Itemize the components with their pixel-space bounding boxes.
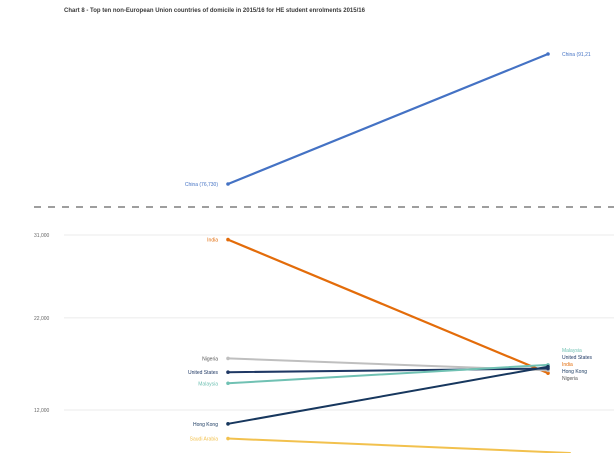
series-point-start <box>226 182 230 186</box>
y-tick-label: 22,000 <box>34 316 50 322</box>
right-label: Hong Kong <box>562 369 587 375</box>
right-label: China (91,21 <box>562 52 591 58</box>
series-point-end <box>546 371 550 375</box>
left-label: Hong Kong <box>193 422 218 428</box>
series-point-start <box>226 381 230 386</box>
series-line-saudi-arabia <box>227 437 571 453</box>
series-line-united-states <box>227 367 549 374</box>
series-point-end <box>546 364 550 369</box>
left-label: United States <box>188 370 219 376</box>
left-label: Nigeria <box>202 356 218 362</box>
right-label: Malaysia <box>562 348 582 354</box>
left-label: Malaysia <box>198 381 218 387</box>
series-line-malaysia <box>227 363 549 385</box>
left-label: India <box>207 238 218 244</box>
right-label: India <box>562 362 573 368</box>
series-point-start <box>226 436 230 441</box>
series-line-china <box>226 52 550 186</box>
series-line-india <box>226 238 550 375</box>
right-label: Nigeria <box>562 376 578 382</box>
series-line-hong-kong <box>227 365 549 425</box>
y-tick-label: 12,000 <box>34 408 50 414</box>
series-point-start <box>226 237 230 242</box>
chart-title: Chart 8 - Top ten non-European Union cou… <box>64 8 365 14</box>
y-tick-label: 31,000 <box>34 233 50 239</box>
series-point-start <box>226 422 230 426</box>
left-label: Saudi Arabia <box>190 437 219 443</box>
left-label: China (76,730) <box>185 182 218 188</box>
series-point-end <box>546 52 550 56</box>
series-point-start <box>226 370 230 375</box>
series-point-start <box>226 356 230 361</box>
right-label: United States <box>562 355 593 361</box>
